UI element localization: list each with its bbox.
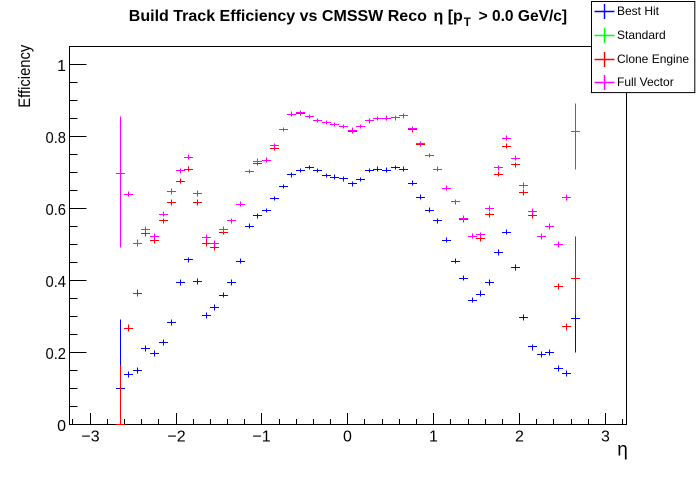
svg-text:−3: −3 xyxy=(81,429,99,446)
svg-text:T: T xyxy=(464,17,471,29)
svg-text:Standard: Standard xyxy=(617,28,666,42)
svg-text:η [p: η [p xyxy=(434,8,464,25)
svg-text:0.8: 0.8 xyxy=(46,130,67,147)
svg-text:Clone Engine: Clone Engine xyxy=(617,52,689,66)
svg-text:−1: −1 xyxy=(252,429,270,446)
svg-text:−2: −2 xyxy=(167,429,185,446)
svg-text:1: 1 xyxy=(57,58,66,75)
svg-text:Build Track Efficiency vs CMSS: Build Track Efficiency vs CMSSW Reco xyxy=(129,8,427,25)
svg-text:Full Vector: Full Vector xyxy=(617,75,674,89)
svg-text:1: 1 xyxy=(429,429,438,446)
svg-text:η: η xyxy=(617,440,628,461)
svg-text:0: 0 xyxy=(343,429,352,446)
svg-text:3: 3 xyxy=(601,429,610,446)
svg-text:0.6: 0.6 xyxy=(46,202,67,219)
svg-text:Best Hit: Best Hit xyxy=(617,4,660,18)
svg-text:0: 0 xyxy=(57,418,66,435)
svg-text:0.4: 0.4 xyxy=(46,274,67,291)
svg-text:Efficiency: Efficiency xyxy=(15,44,34,107)
svg-text:> 0.0 GeV/c]: > 0.0 GeV/c] xyxy=(479,8,567,25)
svg-text:2: 2 xyxy=(515,429,524,446)
svg-text:0.2: 0.2 xyxy=(46,346,67,363)
